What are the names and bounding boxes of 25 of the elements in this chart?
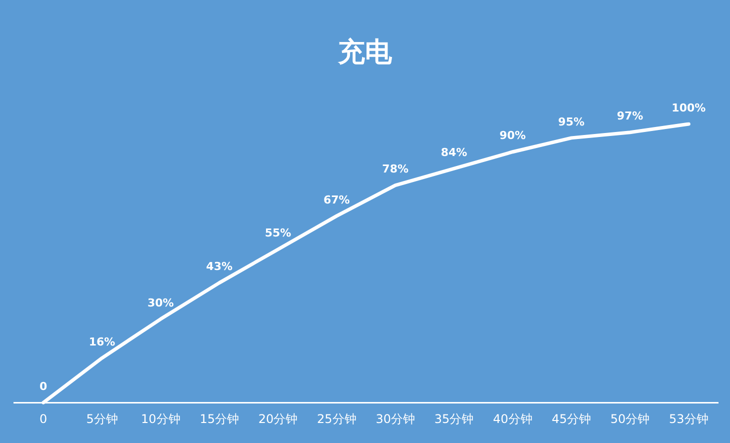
x-tick-label: 5分钟 xyxy=(86,412,118,426)
x-tick-label: 45分钟 xyxy=(552,412,591,426)
x-tick-label: 15分钟 xyxy=(200,412,239,426)
data-label: 55% xyxy=(264,226,292,240)
data-label: 43% xyxy=(206,260,233,274)
x-tick-label: 40分钟 xyxy=(493,412,532,426)
x-tick-label: 10分钟 xyxy=(141,412,180,426)
x-tick-label: 50分钟 xyxy=(610,412,650,426)
x-tick-label: 25分钟 xyxy=(317,412,356,426)
data-label: 100% xyxy=(672,101,706,114)
data-label: 84% xyxy=(440,146,468,159)
data-label: 67% xyxy=(323,193,350,206)
data-label: 95% xyxy=(558,115,585,128)
x-tick-label: 53分钟 xyxy=(669,412,708,426)
x-tick-label: 20分钟 xyxy=(258,412,298,426)
data-label: 16% xyxy=(88,335,116,348)
x-tick-label: 35分钟 xyxy=(434,412,474,426)
data-label: 90% xyxy=(499,129,526,142)
data-label: 30% xyxy=(147,296,174,310)
data-label: 97% xyxy=(616,110,644,123)
x-tick-label: 30分钟 xyxy=(376,412,415,426)
data-label: 78% xyxy=(382,162,409,176)
data-label: 0 xyxy=(40,380,48,393)
chart-title: 充电 xyxy=(336,36,393,70)
x-tick-label: 0 xyxy=(40,412,48,426)
